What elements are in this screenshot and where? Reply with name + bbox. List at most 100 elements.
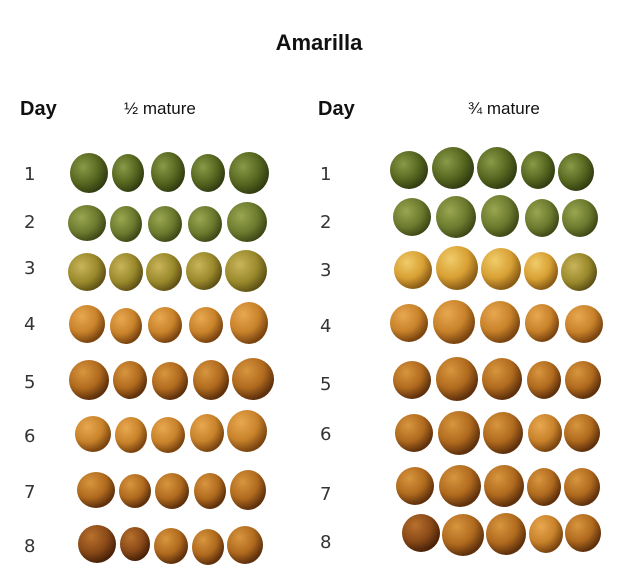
day-number-left-4: 4 bbox=[24, 314, 36, 335]
fruit-right-d2-2 bbox=[436, 196, 476, 238]
fruit-right-d3-5 bbox=[561, 253, 597, 291]
day-number-right-3: 3 bbox=[320, 260, 332, 281]
fruit-right-d3-2 bbox=[436, 246, 478, 290]
fruit-left-d8-2 bbox=[120, 527, 150, 561]
fruit-right-d1-4 bbox=[521, 151, 555, 189]
day-header-right: Day bbox=[318, 98, 355, 120]
fruit-left-d7-3 bbox=[155, 473, 189, 509]
fruit-right-d1-5 bbox=[558, 153, 594, 191]
fruit-left-d7-2 bbox=[119, 474, 151, 508]
fruit-left-d3-3 bbox=[146, 253, 182, 291]
fruit-left-d4-4 bbox=[189, 307, 223, 343]
fruit-right-d8-1 bbox=[402, 514, 440, 552]
day-number-right-5: 5 bbox=[320, 374, 332, 395]
fruit-left-d5-4 bbox=[193, 360, 229, 400]
fruit-left-d7-5 bbox=[230, 470, 266, 510]
day-number-left-5: 5 bbox=[24, 372, 36, 393]
fruit-right-d4-4 bbox=[525, 304, 559, 342]
fruit-left-d3-4 bbox=[186, 252, 222, 290]
fruit-left-d6-2 bbox=[115, 417, 147, 453]
day-number-left-7: 7 bbox=[24, 482, 36, 503]
fruit-right-d6-4 bbox=[528, 414, 562, 452]
fruit-right-d4-2 bbox=[433, 300, 475, 344]
day-number-right-6: 6 bbox=[320, 424, 332, 445]
fruit-left-d8-4 bbox=[192, 529, 224, 565]
fruit-right-d8-3 bbox=[486, 513, 526, 555]
fruit-right-d6-2 bbox=[438, 411, 480, 455]
fruit-left-d4-2 bbox=[110, 308, 142, 344]
fruit-right-d2-5 bbox=[562, 199, 598, 237]
fruit-left-d6-5 bbox=[227, 410, 267, 452]
fruit-left-d8-5 bbox=[227, 526, 263, 564]
fruit-right-d3-4 bbox=[524, 252, 558, 290]
fruit-right-d4-5 bbox=[565, 305, 603, 343]
fruit-left-d2-1 bbox=[68, 205, 106, 241]
day-header-left: Day bbox=[20, 98, 57, 120]
fruit-left-d7-1 bbox=[77, 472, 115, 508]
figure-title: Amarilla bbox=[275, 30, 363, 55]
fruit-right-d8-2 bbox=[442, 514, 484, 556]
fruit-left-d7-4 bbox=[194, 473, 226, 509]
day-number-right-1: 1 bbox=[320, 164, 332, 185]
fruit-left-d5-2 bbox=[113, 361, 147, 399]
fruit-right-d5-4 bbox=[527, 361, 561, 399]
maturity-label-half: ½ mature bbox=[124, 99, 196, 118]
fruit-right-d7-2 bbox=[439, 465, 481, 507]
fruit-right-d5-2 bbox=[436, 357, 478, 401]
fruit-left-d6-3 bbox=[151, 417, 185, 453]
fruit-right-d8-4 bbox=[529, 515, 563, 553]
fruit-right-d5-3 bbox=[482, 358, 522, 400]
fruit-left-d4-3 bbox=[148, 307, 182, 343]
day-number-left-3: 3 bbox=[24, 258, 36, 279]
fruit-left-d2-5 bbox=[227, 202, 267, 242]
day-number-right-7: 7 bbox=[320, 484, 332, 505]
fruit-right-d2-1 bbox=[393, 198, 431, 236]
fruit-right-d7-5 bbox=[564, 468, 600, 506]
fruit-left-d2-2 bbox=[110, 206, 142, 242]
fruit-left-d4-1 bbox=[69, 305, 105, 343]
fruit-right-d1-1 bbox=[390, 151, 428, 189]
maturity-label-three-quarter: ¾ mature bbox=[468, 99, 540, 118]
fruit-left-d1-3 bbox=[151, 152, 185, 192]
fruit-left-d3-5 bbox=[225, 250, 267, 292]
fruit-left-d3-1 bbox=[68, 253, 106, 291]
fruit-left-d8-1 bbox=[78, 525, 116, 563]
fruit-right-d1-3 bbox=[477, 147, 517, 189]
fruit-left-d3-2 bbox=[109, 253, 143, 291]
fruit-right-d3-1 bbox=[394, 251, 432, 289]
day-number-left-2: 2 bbox=[24, 212, 36, 233]
fruit-right-d2-3 bbox=[481, 195, 519, 237]
day-number-left-6: 6 bbox=[24, 426, 36, 447]
fruit-right-d5-1 bbox=[393, 361, 431, 399]
day-number-left-8: 8 bbox=[24, 536, 36, 557]
fruit-left-d8-3 bbox=[154, 528, 188, 564]
day-number-left-1: 1 bbox=[24, 164, 36, 185]
fruit-left-d5-1 bbox=[69, 360, 109, 400]
day-number-right-4: 4 bbox=[320, 316, 332, 337]
fruit-left-d4-5 bbox=[230, 302, 268, 344]
fruit-right-d6-1 bbox=[395, 414, 433, 452]
fruit-right-d7-4 bbox=[527, 468, 561, 506]
fruit-right-d7-1 bbox=[396, 467, 434, 505]
fruit-left-d1-5 bbox=[229, 152, 269, 194]
fruit-right-d5-5 bbox=[565, 361, 601, 399]
fruit-left-d6-4 bbox=[190, 414, 224, 452]
fruit-right-d3-3 bbox=[481, 248, 521, 290]
fruit-left-d5-5 bbox=[232, 358, 274, 400]
fruit-left-d1-1 bbox=[70, 153, 108, 193]
fruit-right-d1-2 bbox=[432, 147, 474, 189]
fruit-left-d5-3 bbox=[152, 362, 188, 400]
fruit-left-d1-4 bbox=[191, 154, 225, 192]
fruit-right-d7-3 bbox=[484, 465, 524, 507]
day-number-right-2: 2 bbox=[320, 212, 332, 233]
fruit-right-d8-5 bbox=[565, 514, 601, 552]
fruit-right-d2-4 bbox=[525, 199, 559, 237]
day-number-right-8: 8 bbox=[320, 532, 332, 553]
fruit-right-d4-3 bbox=[480, 301, 520, 343]
fruit-right-d6-5 bbox=[564, 414, 600, 452]
fruit-right-d4-1 bbox=[390, 304, 428, 342]
fruit-left-d6-1 bbox=[75, 416, 111, 452]
fruit-left-d1-2 bbox=[112, 154, 144, 192]
fruit-left-d2-4 bbox=[188, 206, 222, 242]
